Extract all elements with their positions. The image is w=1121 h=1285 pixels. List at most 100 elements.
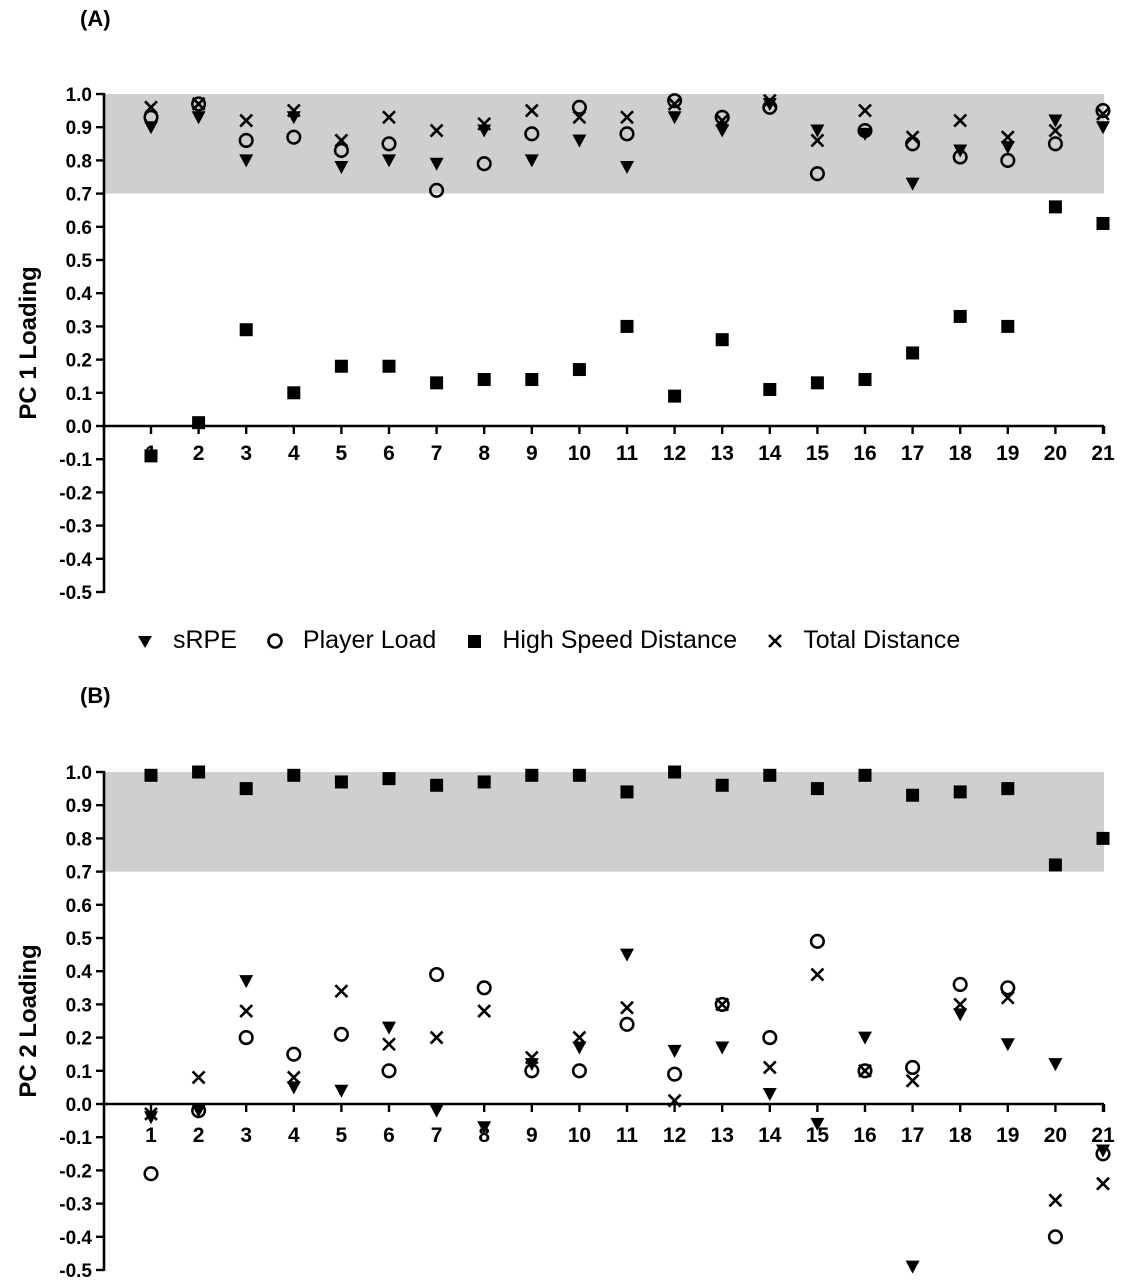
data-point <box>429 1030 444 1045</box>
data-point <box>810 133 825 148</box>
data-point <box>382 110 396 125</box>
data-point <box>429 157 444 171</box>
data-point <box>953 113 968 128</box>
x-tick-label: 5 <box>336 1124 348 1147</box>
x-tick-label: 15 <box>806 442 830 465</box>
y-tick-label: 0.3 <box>66 317 92 338</box>
data-point <box>714 996 730 1012</box>
data-point <box>762 1030 778 1046</box>
data-point <box>905 1073 920 1088</box>
y-tick-label: 0.6 <box>66 218 92 239</box>
data-point <box>620 319 634 333</box>
data-point <box>477 116 492 131</box>
data-point <box>334 133 349 148</box>
data-point <box>287 386 301 400</box>
data-point <box>905 1059 921 1076</box>
data-point <box>429 966 445 983</box>
y-tick-label: 0.8 <box>66 829 92 850</box>
data-point <box>239 154 254 168</box>
panel-a-label: (A) <box>80 6 111 31</box>
data-point <box>476 980 492 996</box>
data-point <box>667 1044 682 1058</box>
data-point <box>667 1093 682 1108</box>
y-tick-label: -0.2 <box>59 1161 92 1182</box>
data-point <box>858 1031 872 1045</box>
x-tick-label: 11 <box>616 1124 639 1147</box>
circle-open-icon <box>267 632 283 649</box>
data-point <box>1048 200 1062 214</box>
data-point <box>429 182 445 198</box>
x-tick-label: 19 <box>996 1124 1019 1147</box>
data-point <box>333 1026 349 1042</box>
legend-label-high-speed-distance: High Speed Distance <box>502 626 738 654</box>
data-point <box>382 154 396 168</box>
y-tick-label: -0.3 <box>59 517 92 538</box>
y-tick-label: -0.2 <box>59 483 92 504</box>
x-tick-label: 9 <box>526 1124 538 1147</box>
data-point <box>620 785 634 799</box>
data-point <box>1000 1038 1015 1052</box>
y-tick-label: 0.3 <box>66 995 92 1016</box>
y-tick-label: 0.1 <box>66 384 93 405</box>
data-point <box>191 96 207 112</box>
x-tick-label: 2 <box>193 1124 205 1147</box>
data-point <box>858 1063 872 1078</box>
data-point <box>857 122 873 139</box>
x-mark-icon <box>768 633 783 648</box>
data-point <box>286 129 302 145</box>
data-point <box>524 126 540 142</box>
data-point <box>239 113 254 128</box>
data-point <box>430 778 444 792</box>
data-point <box>810 782 824 796</box>
data-point <box>525 373 539 387</box>
x-tick-label: 18 <box>949 1124 973 1147</box>
data-point <box>763 768 777 782</box>
series-player-load <box>143 933 1111 1245</box>
series-high-speed-distance <box>144 765 1110 872</box>
y-tick-label: 0.2 <box>66 1029 92 1050</box>
data-point <box>144 1111 158 1125</box>
data-point <box>287 768 301 782</box>
data-point <box>477 775 491 789</box>
data-point <box>1048 114 1063 128</box>
x-tick-label: 14 <box>758 1124 782 1147</box>
legend-item-srpe: sRPE <box>135 626 237 655</box>
data-point <box>810 124 825 138</box>
x-tick-label: 8 <box>478 1124 490 1147</box>
data-point <box>572 768 586 782</box>
data-point <box>571 99 587 115</box>
data-point <box>144 121 158 135</box>
data-point <box>477 373 491 387</box>
data-point <box>143 1166 159 1182</box>
data-point <box>858 103 872 118</box>
data-point <box>953 997 968 1012</box>
series-player-load <box>143 93 1111 198</box>
x-tick-label: 11 <box>616 442 639 465</box>
x-tick-label: 21 <box>1091 442 1115 465</box>
data-point <box>476 156 492 172</box>
series-total-distance <box>144 967 1110 1208</box>
data-point <box>334 775 348 789</box>
data-point <box>715 333 729 347</box>
x-tick-label: 9 <box>526 442 538 465</box>
x-tick-label: 20 <box>1044 1124 1067 1147</box>
y-tick-label: 0.5 <box>66 929 93 950</box>
y-tick-label: 0.5 <box>66 251 93 272</box>
data-point <box>571 1063 587 1079</box>
data-point <box>1000 141 1015 155</box>
data-point <box>905 1260 920 1274</box>
legend-item-high-speed-distance: High Speed Distance <box>464 626 737 655</box>
y-axis-title: PC 2 Loading <box>15 944 42 1097</box>
y-tick-label: 0.2 <box>66 351 92 372</box>
data-point <box>192 765 206 779</box>
data-point <box>810 1117 825 1131</box>
data-point <box>620 110 634 125</box>
y-tick-label: 0.6 <box>66 896 92 917</box>
data-point <box>572 110 587 125</box>
data-point <box>286 1046 302 1062</box>
x-tick-label: 18 <box>949 442 973 465</box>
data-point <box>191 1104 206 1118</box>
x-tick-label: 17 <box>901 442 924 465</box>
data-point <box>953 1008 968 1022</box>
x-tick-label: 17 <box>901 1124 924 1147</box>
